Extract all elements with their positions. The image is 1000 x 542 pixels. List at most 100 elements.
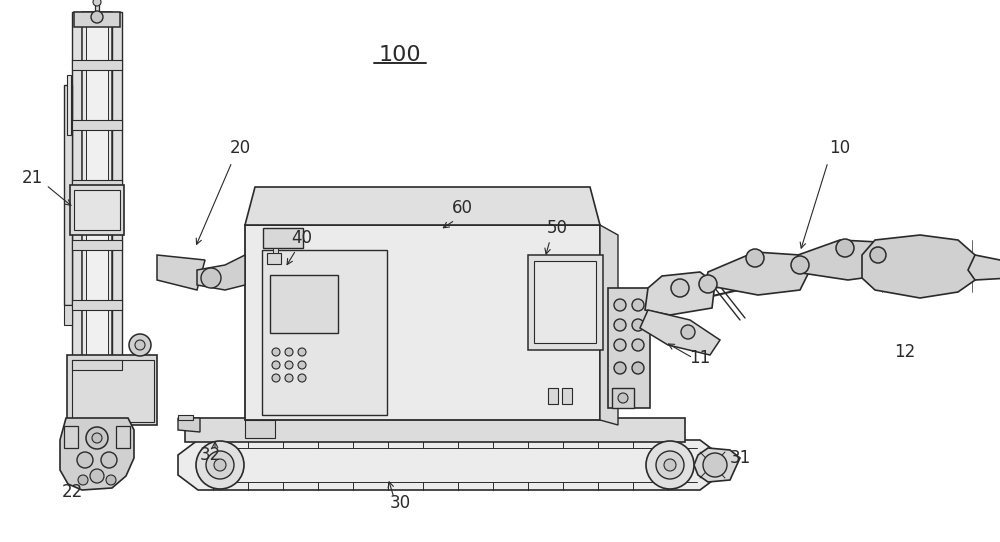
Circle shape	[614, 339, 626, 351]
Text: 60: 60	[452, 199, 473, 217]
Text: 10: 10	[829, 139, 851, 157]
Bar	[112, 12, 122, 430]
Circle shape	[135, 340, 145, 350]
Circle shape	[298, 348, 306, 356]
Bar	[74, 190, 120, 230]
Circle shape	[86, 427, 108, 449]
Bar	[270, 275, 338, 333]
Text: 12: 12	[894, 343, 916, 361]
Circle shape	[93, 0, 101, 6]
Circle shape	[298, 361, 306, 369]
Circle shape	[614, 362, 626, 374]
Circle shape	[78, 475, 88, 485]
Bar	[528, 255, 603, 350]
Bar	[263, 228, 303, 248]
Text: 22: 22	[61, 483, 83, 501]
Circle shape	[836, 239, 854, 257]
Text: 20: 20	[229, 139, 251, 157]
Polygon shape	[645, 272, 715, 315]
Polygon shape	[178, 418, 200, 432]
Bar	[72, 120, 122, 130]
Bar	[72, 180, 122, 190]
Polygon shape	[197, 255, 245, 290]
Circle shape	[272, 348, 280, 356]
Bar	[86, 17, 108, 425]
Circle shape	[272, 361, 280, 369]
Circle shape	[196, 441, 244, 489]
Polygon shape	[640, 310, 720, 355]
Text: 11: 11	[689, 349, 711, 367]
Polygon shape	[600, 225, 618, 425]
Bar	[72, 300, 122, 310]
Circle shape	[201, 268, 221, 288]
Bar	[245, 225, 600, 420]
Text: 31: 31	[729, 449, 751, 467]
Polygon shape	[245, 420, 275, 438]
Polygon shape	[795, 240, 890, 280]
Circle shape	[656, 451, 684, 479]
Text: 30: 30	[389, 494, 411, 512]
Circle shape	[214, 459, 226, 471]
Bar	[612, 388, 634, 408]
Circle shape	[90, 469, 104, 483]
Text: 32: 32	[199, 446, 221, 464]
Circle shape	[614, 299, 626, 311]
Circle shape	[614, 319, 626, 331]
Circle shape	[298, 374, 306, 382]
Bar	[72, 360, 122, 370]
Polygon shape	[157, 255, 205, 290]
Bar	[262, 250, 387, 415]
Circle shape	[746, 249, 764, 267]
Circle shape	[206, 451, 234, 479]
Circle shape	[646, 441, 694, 489]
Bar	[534, 261, 596, 343]
Bar	[548, 388, 558, 404]
Text: 21: 21	[21, 169, 43, 187]
Circle shape	[632, 299, 644, 311]
Bar	[185, 418, 685, 442]
Circle shape	[699, 275, 717, 293]
Polygon shape	[968, 255, 1000, 280]
Circle shape	[703, 453, 727, 477]
Bar	[64, 426, 78, 448]
Bar	[178, 415, 193, 420]
Polygon shape	[694, 448, 740, 482]
Circle shape	[77, 452, 93, 468]
Circle shape	[91, 11, 103, 23]
Circle shape	[285, 361, 293, 369]
Circle shape	[632, 362, 644, 374]
Circle shape	[285, 374, 293, 382]
Bar	[116, 426, 130, 448]
Circle shape	[870, 247, 886, 263]
Bar	[70, 185, 124, 235]
Bar	[67, 75, 71, 135]
Circle shape	[101, 452, 117, 468]
Bar	[67, 355, 157, 425]
Circle shape	[92, 433, 102, 443]
Polygon shape	[862, 235, 978, 298]
Circle shape	[791, 256, 809, 274]
Bar	[562, 388, 572, 404]
Bar	[82, 12, 112, 430]
Bar	[95, 2, 99, 14]
Circle shape	[632, 319, 644, 331]
Bar	[72, 240, 122, 250]
Bar	[64, 305, 72, 325]
Bar	[72, 60, 122, 70]
Polygon shape	[60, 418, 134, 490]
Circle shape	[129, 334, 151, 356]
Circle shape	[664, 459, 676, 471]
Text: 40: 40	[292, 229, 312, 247]
Circle shape	[272, 374, 280, 382]
Text: 50: 50	[546, 219, 568, 237]
Bar	[64, 85, 72, 305]
Circle shape	[681, 325, 695, 339]
Circle shape	[285, 348, 293, 356]
Polygon shape	[178, 440, 720, 490]
Polygon shape	[705, 252, 810, 295]
Circle shape	[618, 393, 628, 403]
Bar	[608, 288, 650, 408]
Bar	[72, 360, 154, 422]
Bar	[74, 12, 120, 27]
Bar	[273, 248, 278, 253]
